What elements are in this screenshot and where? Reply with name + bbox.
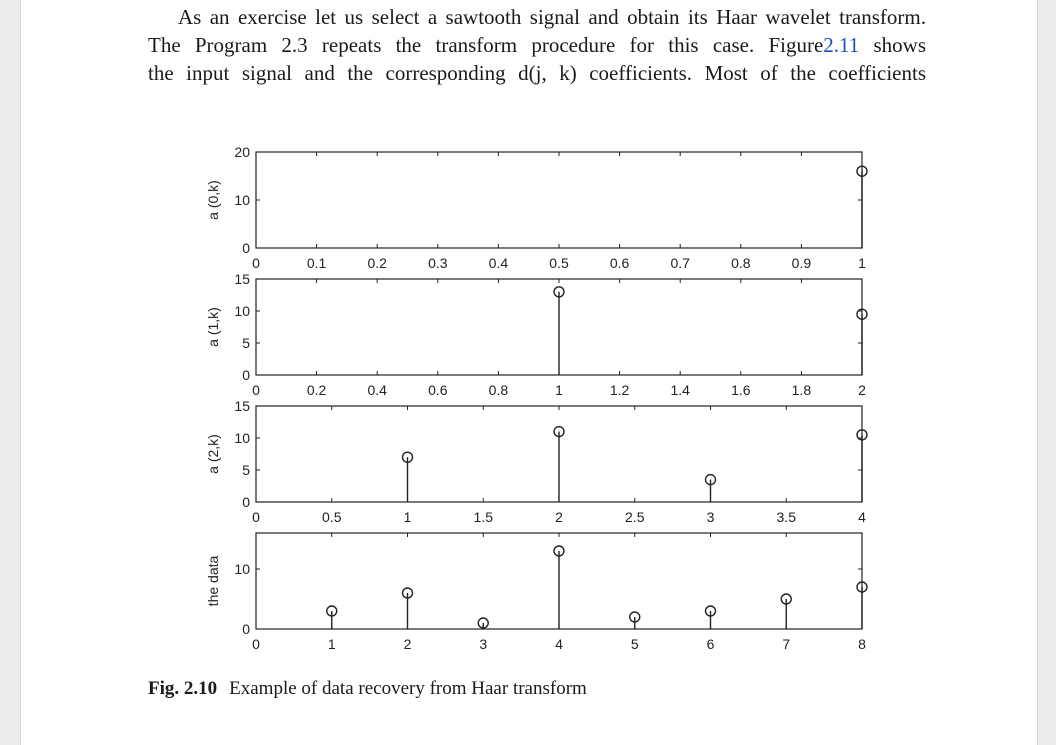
- x-tick-label: 0.2: [367, 255, 387, 271]
- paragraph-text: The Program 2.3 repeats the transform pr…: [148, 33, 824, 57]
- x-tick-label: 1.4: [670, 382, 690, 398]
- y-tick-label: 15: [234, 271, 250, 287]
- x-tick-label: 0.3: [428, 255, 448, 271]
- x-tick-label: 4: [858, 509, 866, 525]
- stem-marker: [780, 593, 792, 605]
- x-tick-label: 0: [252, 382, 260, 398]
- paragraph-line: the input signal and the corresponding d…: [148, 61, 926, 85]
- stem-marker: [401, 587, 414, 599]
- stem-marker: [553, 545, 565, 557]
- y-tick-label: 0: [242, 240, 250, 256]
- x-tick-label: 0.5: [549, 255, 569, 271]
- y-tick-label: 10: [234, 561, 250, 577]
- x-tick-label: 0.6: [610, 255, 630, 271]
- x-tick-label: 5: [631, 636, 639, 652]
- stem-marker: [401, 451, 414, 463]
- x-tick-label: 0.5: [322, 509, 342, 525]
- y-axis-label: the data: [205, 555, 221, 606]
- stem-marker: [326, 605, 338, 617]
- y-tick-label: 5: [242, 462, 250, 478]
- stem-marker: [553, 286, 565, 298]
- body-paragraph: As an exercise let us select a sawtooth …: [148, 3, 926, 87]
- x-tick-label: 2: [404, 636, 412, 652]
- stem-marker: [553, 425, 565, 438]
- x-tick-label: 1.8: [792, 382, 812, 398]
- x-tick-label: 2: [858, 382, 866, 398]
- page-left-margin: [0, 0, 21, 745]
- x-tick-label: 1.5: [474, 509, 494, 525]
- x-tick-label: 2.5: [625, 509, 645, 525]
- x-tick-label: 3: [707, 509, 715, 525]
- x-tick-label: 0.7: [670, 255, 690, 271]
- x-tick-label: 2: [555, 509, 563, 525]
- figure-caption-text: Example of data recovery from Haar trans…: [229, 678, 587, 699]
- x-tick-label: 0.9: [792, 255, 812, 271]
- x-tick-label: 3: [479, 636, 487, 652]
- figure-number: Fig. 2.10: [148, 678, 218, 699]
- page-right-margin: [1037, 0, 1056, 745]
- y-tick-label: 10: [234, 192, 250, 208]
- y-tick-label: 15: [234, 398, 250, 414]
- y-tick-label: 0: [242, 367, 250, 383]
- figure-reference-link[interactable]: 2.11: [823, 33, 860, 57]
- x-tick-label: 0: [252, 636, 260, 652]
- x-tick-label: 1: [328, 636, 336, 652]
- y-tick-label: 20: [234, 144, 250, 160]
- x-tick-label: 0.6: [428, 382, 448, 398]
- stem-marker: [856, 308, 868, 320]
- stem-marker: [629, 611, 641, 623]
- x-tick-label: 1: [858, 255, 866, 271]
- x-tick-label: 0.2: [307, 382, 327, 398]
- x-tick-label: 0.8: [731, 255, 751, 271]
- stem-marker: [856, 429, 868, 441]
- x-tick-label: 7: [782, 636, 790, 652]
- x-tick-label: 0.4: [367, 382, 387, 398]
- x-tick-label: 4: [555, 636, 563, 652]
- stem-marker: [704, 605, 717, 617]
- x-tick-label: 0.1: [307, 255, 327, 271]
- x-tick-label: 1: [404, 509, 412, 525]
- x-tick-label: 3.5: [777, 509, 797, 525]
- x-tick-label: 0.8: [489, 382, 509, 398]
- y-tick-label: 10: [234, 430, 250, 446]
- stem-marker: [704, 473, 717, 486]
- plot-frame: [255, 151, 863, 249]
- stem-marker: [856, 165, 868, 177]
- stem-marker: [856, 581, 868, 593]
- x-tick-label: 0: [252, 255, 260, 271]
- y-tick-label: 0: [242, 621, 250, 637]
- x-tick-label: 0.4: [489, 255, 509, 271]
- figure-caption: Fig. 2.10 Example of data recovery from H…: [148, 678, 587, 700]
- y-tick-label: 5: [242, 335, 250, 351]
- x-tick-label: 0: [252, 509, 260, 525]
- y-axis-label: a (1,k): [205, 307, 221, 347]
- x-tick-label: 1.6: [731, 382, 751, 398]
- paragraph-line: The Program 2.3 repeats the transform pr…: [148, 31, 926, 59]
- x-tick-label: 1.2: [610, 382, 630, 398]
- paragraph-text: shows: [859, 33, 927, 57]
- y-tick-label: 0: [242, 494, 250, 510]
- x-tick-label: 6: [707, 636, 715, 652]
- y-tick-label: 10: [234, 303, 250, 319]
- y-axis-label: a (0,k): [205, 180, 221, 220]
- stem-marker: [477, 617, 489, 629]
- x-tick-label: 1: [555, 382, 563, 398]
- x-tick-label: 8: [858, 636, 866, 652]
- y-axis-label: a (2,k): [205, 434, 221, 474]
- paragraph-line: As an exercise let us select a sawtooth …: [178, 5, 926, 29]
